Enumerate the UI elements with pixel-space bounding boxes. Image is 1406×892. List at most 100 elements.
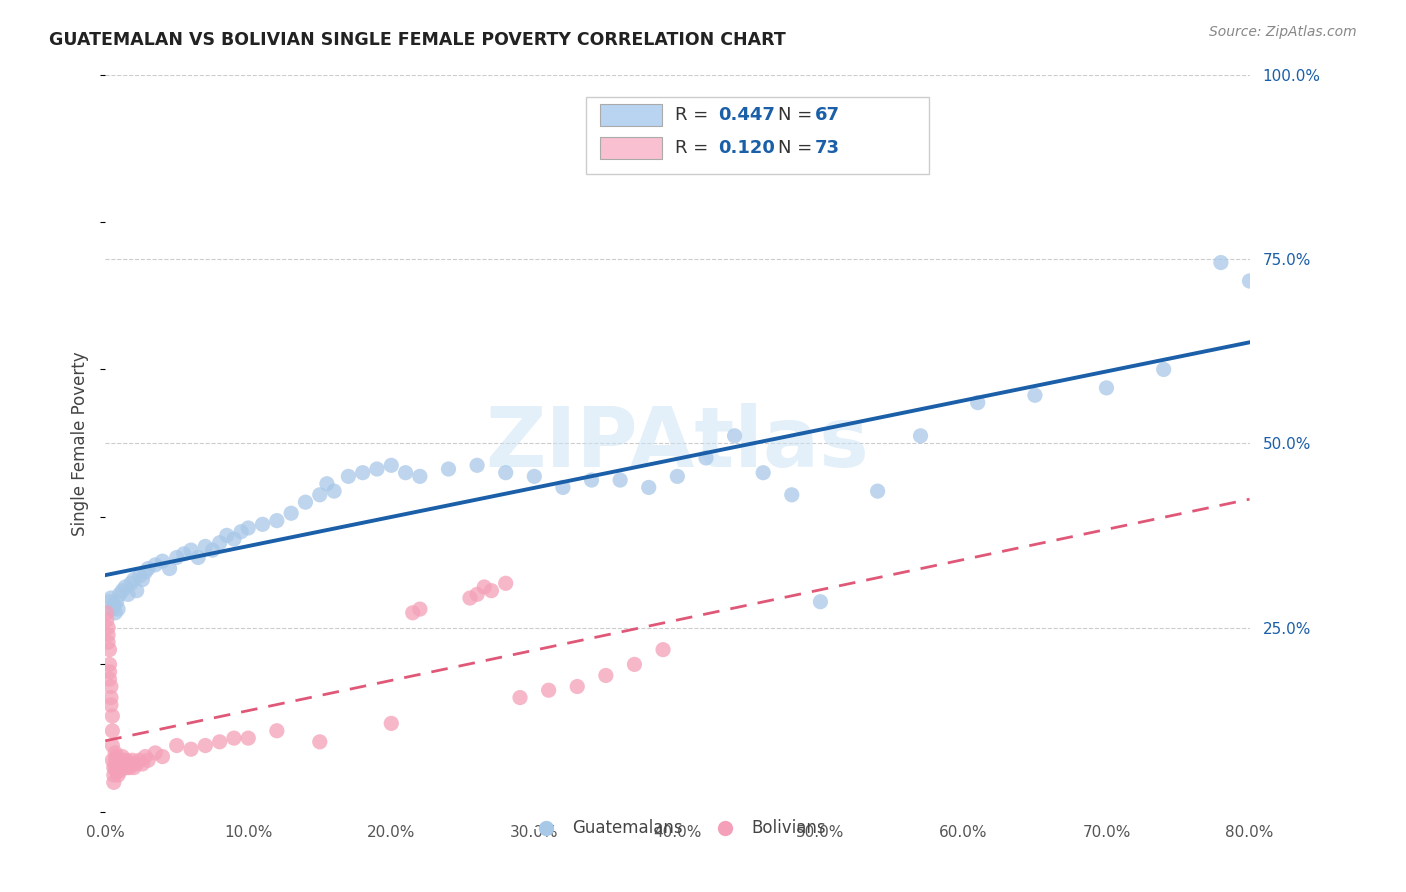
Point xyxy=(567,680,589,694)
Point xyxy=(103,768,125,782)
Point xyxy=(98,665,121,679)
Text: 0.120: 0.120 xyxy=(718,139,776,157)
Text: Source: ZipAtlas.com: Source: ZipAtlas.com xyxy=(1209,25,1357,39)
Point xyxy=(131,573,153,587)
Point xyxy=(238,521,260,535)
Point xyxy=(623,657,645,672)
Text: N =: N = xyxy=(778,106,818,124)
Point xyxy=(98,595,121,609)
Point xyxy=(637,480,659,494)
Text: 73: 73 xyxy=(814,139,839,157)
Point xyxy=(101,753,124,767)
Point xyxy=(111,749,134,764)
Point xyxy=(352,466,374,480)
Point xyxy=(107,602,129,616)
Point xyxy=(695,450,717,465)
Point xyxy=(100,690,122,705)
Point xyxy=(120,576,142,591)
Point xyxy=(666,469,689,483)
FancyBboxPatch shape xyxy=(599,104,662,126)
Point xyxy=(581,473,603,487)
Point xyxy=(458,591,481,605)
Point xyxy=(105,764,128,779)
Point xyxy=(187,550,209,565)
Point xyxy=(96,613,118,627)
Point xyxy=(114,580,136,594)
Text: 67: 67 xyxy=(814,106,839,124)
Point xyxy=(118,761,141,775)
Point xyxy=(229,524,252,539)
Point xyxy=(134,749,156,764)
Point xyxy=(98,642,121,657)
Point xyxy=(808,595,831,609)
Legend: Guatemalans, Bolivians: Guatemalans, Bolivians xyxy=(522,813,832,844)
Point xyxy=(103,761,125,775)
Point xyxy=(380,458,402,473)
Point xyxy=(120,756,142,771)
Point xyxy=(101,723,124,738)
Point xyxy=(101,602,124,616)
Point xyxy=(100,591,122,605)
Point xyxy=(143,746,166,760)
Point xyxy=(366,462,388,476)
Point xyxy=(103,775,125,789)
Point xyxy=(166,739,188,753)
Text: N =: N = xyxy=(778,139,818,157)
Point xyxy=(98,672,121,686)
Text: ZIPAtlas: ZIPAtlas xyxy=(485,402,869,483)
Point xyxy=(723,429,745,443)
Point xyxy=(194,540,217,554)
Point xyxy=(609,473,631,487)
Point xyxy=(215,528,238,542)
Point xyxy=(337,469,360,483)
Point xyxy=(105,756,128,771)
FancyBboxPatch shape xyxy=(599,137,662,160)
Point xyxy=(465,587,488,601)
Point xyxy=(394,466,416,480)
Text: R =: R = xyxy=(675,106,714,124)
Point xyxy=(134,566,156,580)
Point xyxy=(472,580,495,594)
Point xyxy=(110,753,132,767)
Point xyxy=(523,469,546,483)
Point xyxy=(308,488,330,502)
Point xyxy=(780,488,803,502)
Point xyxy=(122,761,145,775)
Point xyxy=(280,506,302,520)
Point xyxy=(495,466,517,480)
Point xyxy=(121,753,143,767)
Text: GUATEMALAN VS BOLIVIAN SINGLE FEMALE POVERTY CORRELATION CHART: GUATEMALAN VS BOLIVIAN SINGLE FEMALE POV… xyxy=(49,31,786,49)
Point xyxy=(112,761,135,775)
Point xyxy=(104,753,127,767)
Point xyxy=(100,680,122,694)
Point xyxy=(409,602,432,616)
Point xyxy=(97,621,120,635)
Point xyxy=(380,716,402,731)
Point xyxy=(104,746,127,760)
Point xyxy=(323,484,346,499)
Point xyxy=(465,458,488,473)
Point xyxy=(537,683,560,698)
Point xyxy=(495,576,517,591)
Point xyxy=(402,606,425,620)
Point xyxy=(294,495,316,509)
Point xyxy=(98,657,121,672)
Point xyxy=(114,756,136,771)
Point xyxy=(101,739,124,753)
Point xyxy=(105,749,128,764)
Point xyxy=(509,690,531,705)
Point xyxy=(100,698,122,712)
Point xyxy=(966,395,988,409)
Point xyxy=(108,764,131,779)
Point xyxy=(136,561,159,575)
Point xyxy=(238,731,260,746)
Point xyxy=(115,753,138,767)
Point xyxy=(316,476,339,491)
Point xyxy=(108,587,131,601)
Point xyxy=(266,723,288,738)
Point xyxy=(107,761,129,775)
Point xyxy=(152,554,174,568)
Point xyxy=(128,569,150,583)
Text: R =: R = xyxy=(675,139,714,157)
Text: 0.447: 0.447 xyxy=(718,106,776,124)
